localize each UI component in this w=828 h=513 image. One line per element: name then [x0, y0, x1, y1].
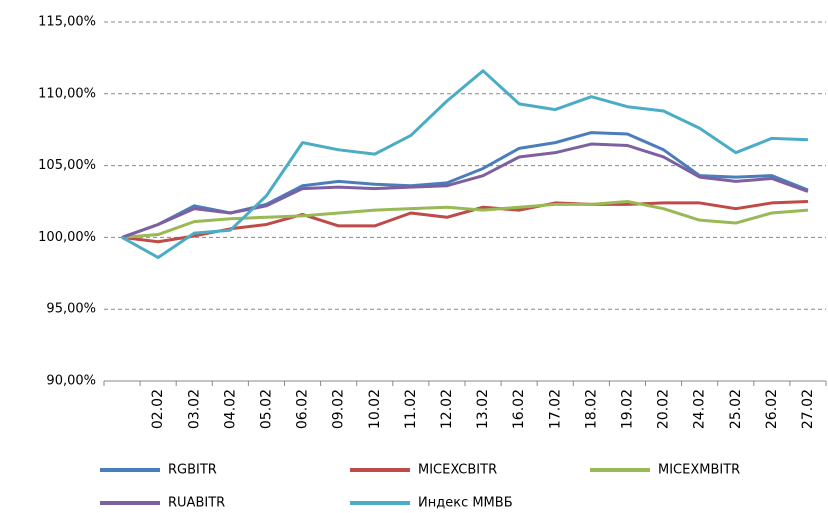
x-tick-label: 24.02	[692, 389, 708, 429]
y-tick-label: 95,00%	[46, 302, 96, 317]
x-tick-label: 09.02	[331, 389, 347, 429]
series-line	[121, 142, 809, 239]
x-tick-label: 13.02	[475, 389, 491, 429]
legend-label: Индекс ММВБ	[418, 496, 513, 511]
x-tick-label: 05.02	[258, 389, 274, 429]
x-tick-label: 03.02	[186, 389, 202, 429]
x-tick-label: 12.02	[439, 389, 455, 429]
x-tick-label: 27.02	[800, 389, 816, 429]
x-tick-label: 16.02	[511, 389, 527, 429]
legend-label: RGBITR	[168, 463, 217, 478]
series-line	[121, 200, 809, 239]
x-tick-label: 19.02	[619, 389, 635, 429]
x-tick-label: 18.02	[583, 389, 599, 429]
x-tick-label: 11.02	[403, 389, 419, 429]
x-tick-label: 02.02	[150, 389, 166, 429]
x-tick-label: 26.02	[764, 389, 780, 429]
series-line	[121, 69, 809, 260]
y-tick-label: 110,00%	[38, 86, 96, 101]
y-tick-label: 90,00%	[46, 374, 96, 389]
x-tick-label: 06.02	[295, 389, 311, 429]
x-tick-label: 25.02	[728, 389, 744, 429]
y-tick-label: 100,00%	[38, 230, 96, 245]
legend-label: MICEXMBITR	[658, 463, 740, 478]
legend-label: RUABITR	[168, 496, 225, 511]
series-line	[121, 200, 809, 244]
x-tick-label: 20.02	[656, 389, 672, 429]
legend-label: MICEXCBITR	[418, 463, 497, 478]
y-tick-label: 105,00%	[38, 158, 96, 173]
x-tick-label: 17.02	[547, 389, 563, 429]
x-tick-label: 04.02	[222, 389, 238, 429]
x-tick-label: 10.02	[367, 389, 383, 429]
y-tick-label: 115,00%	[38, 15, 96, 30]
